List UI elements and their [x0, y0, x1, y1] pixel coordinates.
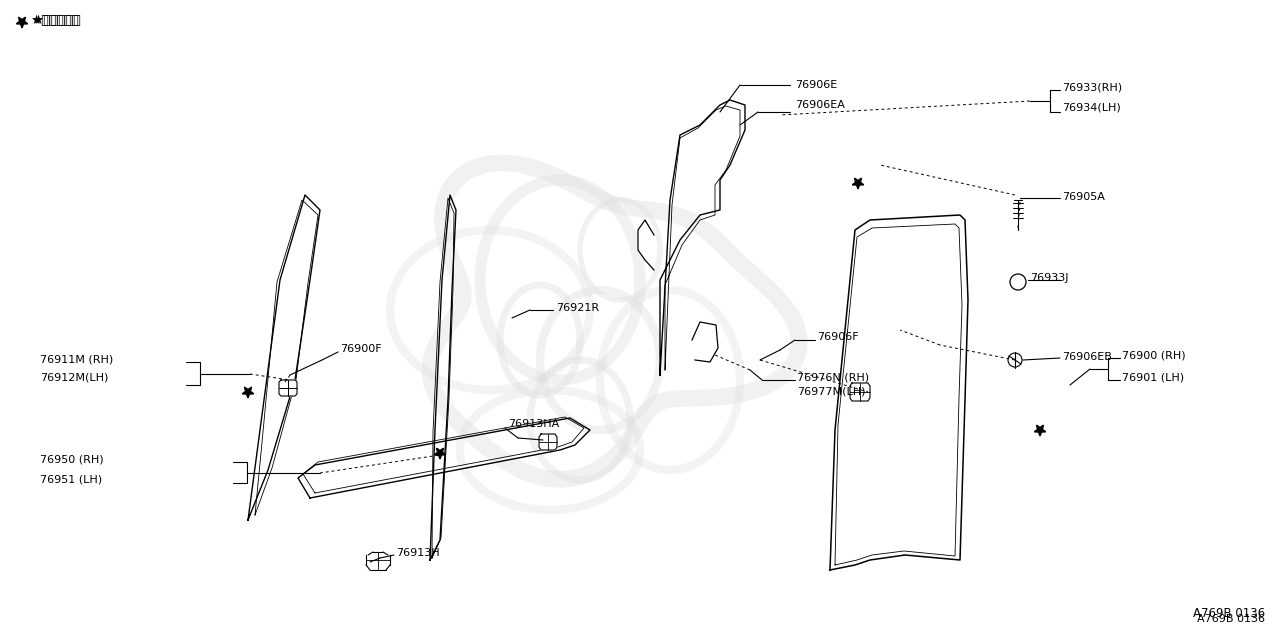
Text: 76976N (RH): 76976N (RH): [797, 372, 869, 382]
Text: 76913HA: 76913HA: [508, 419, 559, 429]
Text: 76911M (RH): 76911M (RH): [40, 355, 113, 365]
Text: 76921R: 76921R: [556, 303, 599, 313]
Polygon shape: [434, 448, 445, 459]
Polygon shape: [1034, 425, 1046, 436]
Text: 76901 (LH): 76901 (LH): [1123, 372, 1184, 382]
Polygon shape: [539, 434, 557, 450]
Text: 76906F: 76906F: [817, 332, 859, 342]
Text: 76906EA: 76906EA: [795, 100, 845, 110]
Polygon shape: [279, 380, 297, 396]
Text: 76913H: 76913H: [396, 548, 439, 558]
Polygon shape: [17, 17, 28, 28]
Text: 76906EB: 76906EB: [1062, 352, 1112, 362]
Text: 76912M(LH): 76912M(LH): [40, 372, 109, 382]
Text: 76977M(LH): 76977M(LH): [797, 386, 865, 396]
Polygon shape: [852, 178, 864, 189]
Text: 76934(LH): 76934(LH): [1062, 103, 1121, 113]
Text: 76900 (RH): 76900 (RH): [1123, 350, 1185, 360]
Text: 76905A: 76905A: [1062, 192, 1105, 202]
Text: 76906E: 76906E: [795, 80, 837, 90]
Text: 76950 (RH): 76950 (RH): [40, 455, 104, 465]
Text: A769B 0136: A769B 0136: [1193, 607, 1265, 620]
Text: 76933(RH): 76933(RH): [1062, 82, 1123, 92]
Text: 76951 (LH): 76951 (LH): [40, 474, 102, 484]
Polygon shape: [850, 383, 870, 401]
Text: ★印は非販売: ★印は非販売: [32, 14, 81, 27]
Polygon shape: [242, 387, 253, 398]
Polygon shape: [692, 322, 718, 362]
Text: 76933J: 76933J: [1030, 273, 1069, 283]
Text: ★印は非販売: ★印は非販売: [29, 14, 79, 27]
Text: 76900F: 76900F: [340, 344, 381, 354]
Text: A769B 0136: A769B 0136: [1197, 614, 1265, 624]
Polygon shape: [637, 220, 654, 270]
